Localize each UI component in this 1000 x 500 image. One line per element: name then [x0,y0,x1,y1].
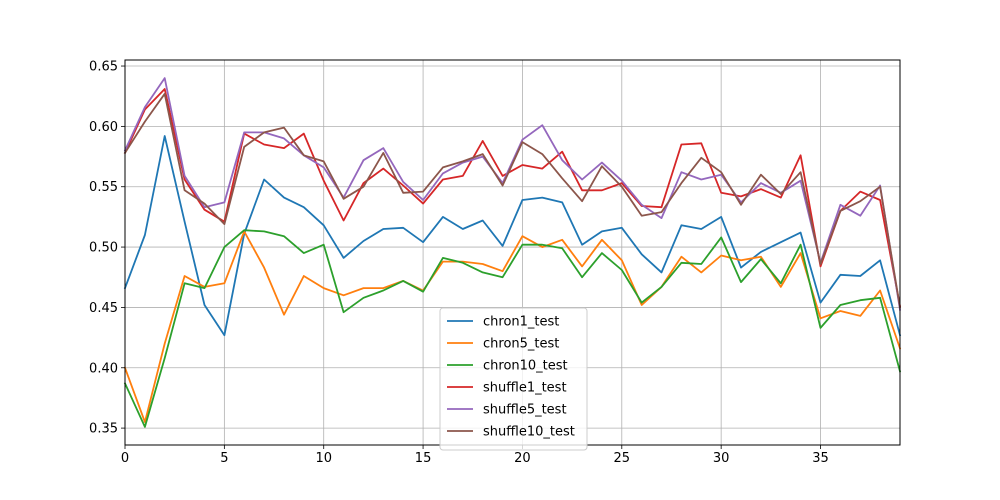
legend-label: shuffle10_test [483,425,575,440]
legend-box [439,307,588,451]
y-tick-label: 0.55 [89,180,118,195]
x-tick-label: 0 [121,451,129,466]
y-axis: 0.35 0.40 0.45 0.50 0.55 0.60 0.65 [89,60,125,437]
series-line-chron10_test [123,229,902,428]
y-tick-label: 0.50 [89,241,118,256]
x-tick-label: 30 [713,451,730,466]
y-tick-label: 0.65 [89,60,118,75]
series-line-chron1_test [123,135,902,337]
series-line-shuffle5_test [123,77,902,311]
legend: chron1_test chron5_test chron10_testshuffl… [439,307,588,451]
legend-label: chron1_test [483,315,559,330]
legend-label: shuffle5_test [483,403,567,418]
y-tick-label: 0.60 [89,120,118,135]
y-tick-label: 0.40 [89,361,118,376]
y-tick-label: 0.35 [89,422,118,437]
x-tick-label: 35 [812,451,829,466]
grid [124,60,900,445]
legend-label: chron5_test [483,337,559,352]
x-tick-label: 5 [220,451,228,466]
x-tick-label: 25 [614,451,631,466]
y-tick-label: 0.45 [89,301,118,316]
legend-label: chron10_test [483,359,568,374]
series-line-shuffle10_test [123,92,902,309]
legend-label: shuffle1_test [483,381,567,396]
x-tick-label: 15 [415,451,432,466]
x-tick-label: 10 [315,451,332,466]
x-tick-label: 20 [514,451,531,466]
series-lines [123,77,902,428]
x-axis: 0 5 10 15 20 25 30 35 [121,445,829,466]
